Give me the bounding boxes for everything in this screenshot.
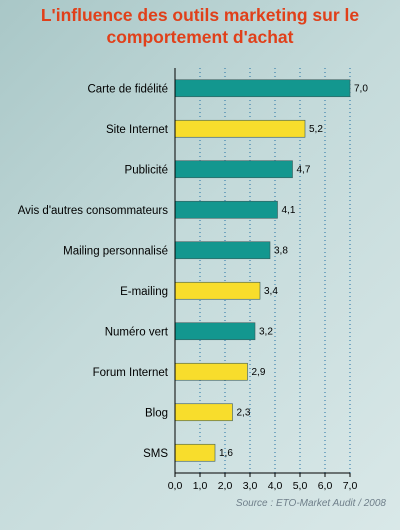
x-tick-label: 5,0 [293,480,308,492]
source-note: Source : ETO-Market Audit / 2008 [235,498,386,509]
x-tick-label: 7,0 [343,480,358,492]
x-tick-label: 3,0 [243,480,258,492]
value-label: 1,6 [219,448,233,459]
category-label: Site Internet [106,124,169,136]
value-label: 2,3 [237,407,251,418]
x-tick-label: 4,0 [268,480,283,492]
category-label: SMS [143,448,168,460]
chart-title: L'influence des outils marketing sur le … [0,4,400,48]
value-label: 5,2 [309,124,323,135]
x-tick-label: 6,0 [318,480,333,492]
category-label: Mailing personnalisé [63,245,168,257]
bar [174,403,233,422]
value-label: 4,1 [282,205,296,216]
value-label: 4,7 [297,164,311,175]
category-label: Forum Internet [93,367,169,379]
chart-title-line1: L'influence des outils marketing sur le [40,5,360,25]
category-label: Carte de fidélité [87,83,168,95]
bar [174,443,216,462]
value-label: 2,9 [252,367,266,378]
bar [174,79,351,98]
bar [174,119,306,138]
bar [174,281,261,300]
x-tick-label: 1,0 [193,480,208,492]
bar [174,362,248,381]
x-tick-label: 2,0 [218,480,233,492]
category-label: E-mailing [120,286,168,298]
category-label: Avis d'autres consommateurs [18,205,169,217]
bar [174,241,271,260]
value-label: 3,4 [264,286,278,297]
chart-title-line2: comportement d'achat [106,27,294,47]
category-label: Numéro vert [105,326,169,338]
value-label: 3,8 [274,245,288,256]
bar [174,200,278,219]
x-tick-label: 0,0 [168,480,183,492]
bar [174,322,256,341]
category-label: Blog [145,407,168,419]
category-label: Publicité [125,164,168,176]
value-label: 3,2 [259,326,273,337]
value-label: 7,0 [354,83,368,94]
bar [174,160,293,179]
